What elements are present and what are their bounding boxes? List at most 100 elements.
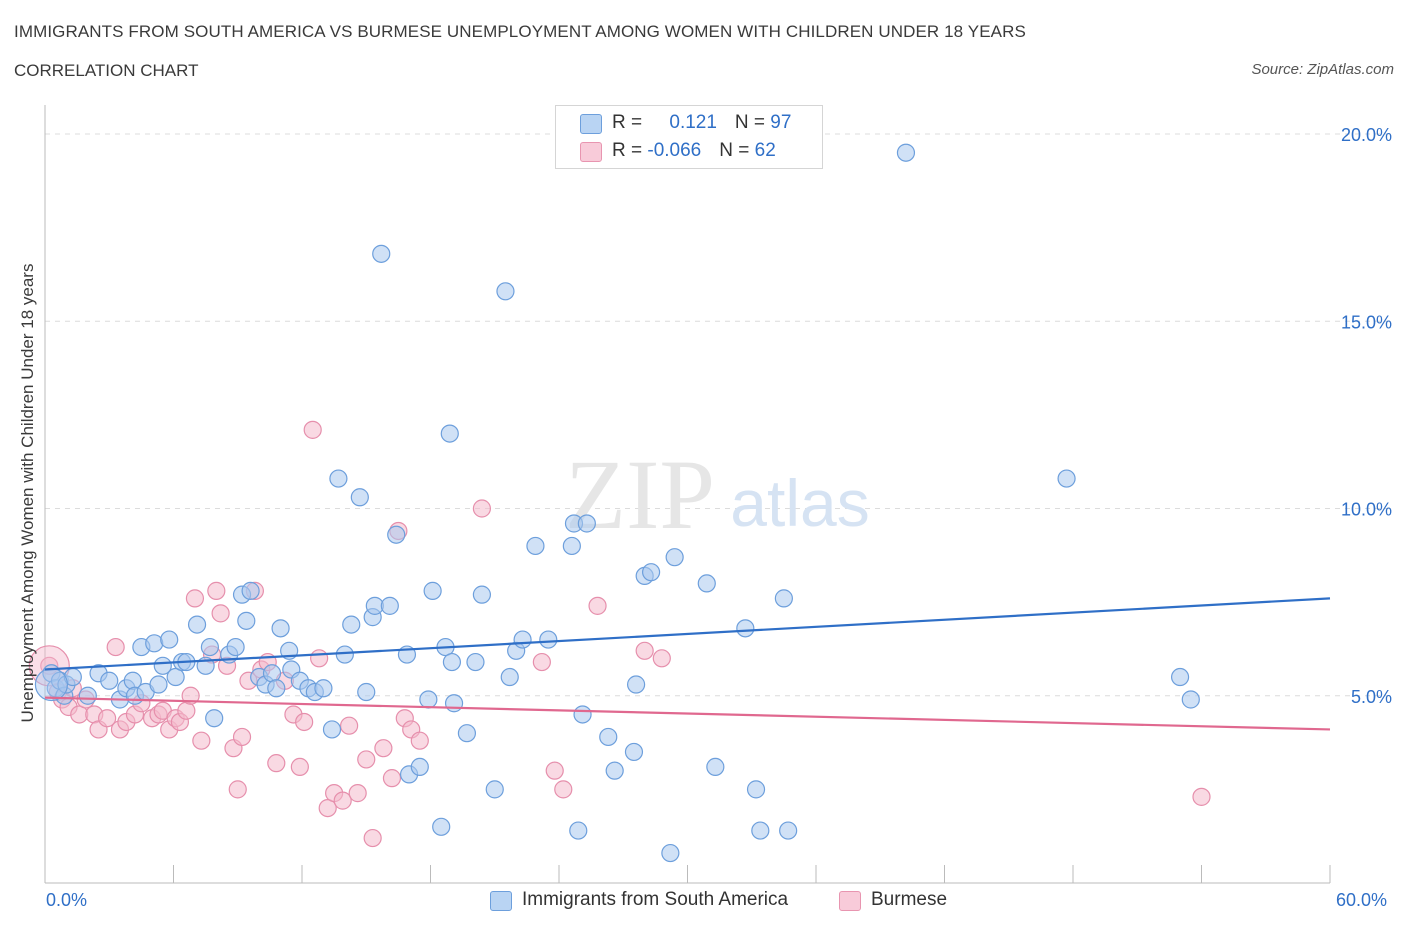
south-america-point (419, 690, 438, 709)
south-america-point (160, 630, 179, 649)
south-america-point (751, 821, 770, 840)
south-america-point (569, 821, 588, 840)
burmese-point (185, 589, 205, 608)
burmese-point (177, 701, 196, 720)
source-label: Source: ZipAtlas.com (1251, 61, 1394, 78)
burmese-point (382, 769, 402, 788)
y-tick-label: 20.0% (1341, 125, 1392, 145)
south-america-point (485, 780, 504, 799)
burmese-point (545, 761, 564, 780)
burmese-point (303, 420, 322, 439)
south-america-point (380, 596, 399, 615)
south-america-point (153, 656, 172, 675)
burmese-point (652, 649, 671, 668)
legend-n-label: N = (734, 112, 771, 133)
burmese-point (207, 581, 226, 600)
bottom-legend-swatch-pink (839, 891, 861, 911)
bottom-legend-label: Burmese (871, 889, 948, 910)
south-america-point (322, 720, 342, 739)
south-america-point (329, 469, 348, 488)
burmese-point (290, 757, 309, 777)
burmese-point (228, 780, 247, 799)
south-america-point (641, 563, 661, 582)
south-america-point (237, 611, 256, 630)
south-america-point (267, 679, 286, 698)
y-tick-label: 10.0% (1341, 500, 1392, 520)
y-tick-labels: 5.0% 10.0% 15.0% 20.0% (1341, 125, 1392, 707)
south-america-point (342, 615, 361, 634)
burmese-point (211, 604, 230, 623)
bottom-legend-label: Immigrants from South America (522, 889, 789, 910)
x-tick-label-min: 0.0% (46, 890, 88, 910)
south-america-point (896, 143, 916, 162)
correlation-legend: R = 0.121 N = 97 R = -0.066 N = 62 (555, 105, 823, 169)
burmese-point (106, 637, 125, 657)
burmese-point (374, 739, 393, 758)
south-america-point (746, 780, 766, 799)
watermark: ZIP atlas (565, 439, 870, 550)
legend-n-label: N = (719, 140, 755, 161)
south-america-point (200, 637, 220, 657)
south-america-point (166, 667, 185, 687)
burmese-point (1192, 787, 1211, 806)
south-america-point (335, 645, 354, 664)
south-america-point (562, 536, 581, 556)
south-america-point (457, 724, 477, 743)
south-america-point (205, 709, 224, 728)
south-america-point (779, 821, 798, 840)
burmese-point (318, 798, 337, 818)
south-america-point (1181, 690, 1200, 709)
burmese-point (340, 716, 359, 735)
south-america-points (34, 143, 1200, 863)
axes (44, 105, 1331, 884)
south-america-point (624, 742, 644, 762)
south-america-point (496, 282, 515, 301)
burmese-point (98, 709, 117, 728)
south-america-point (444, 694, 464, 713)
legend-r-label: R = (612, 112, 648, 133)
trend-lines (44, 597, 1331, 731)
burmese-point (310, 649, 329, 668)
south-america-point (774, 589, 793, 608)
south-america-point (466, 652, 485, 672)
burmese-point (532, 652, 551, 672)
legend-r-value: -0.066 (647, 140, 702, 161)
legend-swatch-blue (580, 114, 602, 134)
chart-title: IMMIGRANTS FROM SOUTH AMERICA VS BURMESE… (14, 22, 1026, 41)
trend-line-south-america (44, 597, 1331, 671)
grid-lines (45, 133, 1392, 697)
south-america-cluster-point (34, 667, 69, 702)
burmese-point (472, 499, 491, 518)
south-america-point (241, 581, 260, 600)
bottom-legend-swatch-blue (490, 891, 512, 911)
burmese-point (554, 780, 573, 799)
burmese-point (232, 727, 252, 747)
south-america-point (149, 675, 168, 694)
south-america-point (423, 581, 442, 600)
burmese-point (635, 641, 654, 660)
south-america-point (526, 536, 545, 556)
south-america-point (539, 630, 558, 649)
south-america-point (706, 757, 725, 777)
burmese-point (357, 750, 376, 769)
south-america-point (387, 525, 406, 544)
south-america-point (145, 634, 164, 653)
south-america-point (736, 619, 755, 638)
burmese-point (363, 828, 382, 848)
south-america-point (314, 679, 333, 698)
legend-n-value: 62 (754, 140, 776, 161)
burmese-point (181, 686, 200, 705)
south-america-point (697, 574, 716, 593)
legend-r-value: 0.121 (669, 112, 717, 133)
burmese-point (333, 791, 352, 810)
south-america-point (626, 675, 646, 694)
south-america-point (500, 667, 519, 687)
south-america-point (432, 817, 451, 836)
south-america-point (350, 488, 369, 507)
trend-line-burmese (44, 696, 1331, 731)
legend-r-label: R = (612, 140, 648, 161)
south-america-point (262, 664, 282, 683)
y-tick-label: 5.0% (1351, 687, 1392, 707)
burmese-point (267, 754, 286, 773)
watermark-atlas: atlas (730, 466, 869, 540)
